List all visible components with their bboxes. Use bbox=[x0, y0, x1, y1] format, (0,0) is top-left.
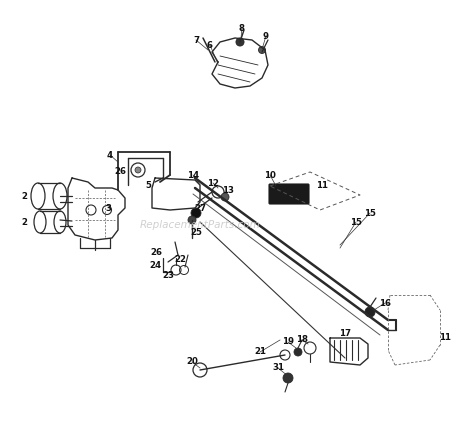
Text: 22: 22 bbox=[174, 255, 186, 264]
Text: 3: 3 bbox=[105, 204, 111, 212]
Circle shape bbox=[135, 167, 141, 173]
Text: 25: 25 bbox=[190, 227, 202, 236]
Text: 4: 4 bbox=[107, 150, 113, 159]
Text: 21: 21 bbox=[254, 348, 266, 357]
Text: 13: 13 bbox=[222, 185, 234, 195]
Circle shape bbox=[191, 208, 201, 218]
Text: 26: 26 bbox=[114, 167, 126, 176]
Circle shape bbox=[221, 193, 229, 201]
Text: 14: 14 bbox=[187, 170, 199, 179]
Circle shape bbox=[283, 373, 293, 383]
Circle shape bbox=[258, 46, 265, 54]
Circle shape bbox=[236, 38, 244, 46]
Text: 11: 11 bbox=[439, 334, 451, 343]
Text: 9: 9 bbox=[263, 31, 269, 40]
Text: 27: 27 bbox=[194, 204, 206, 212]
Text: 24: 24 bbox=[149, 261, 161, 270]
Circle shape bbox=[188, 216, 196, 224]
Text: ReplacementParts.com: ReplacementParts.com bbox=[140, 220, 260, 230]
Text: 23: 23 bbox=[162, 272, 174, 280]
Text: 12: 12 bbox=[207, 178, 219, 187]
Text: 19: 19 bbox=[282, 337, 294, 346]
Text: 6: 6 bbox=[207, 40, 213, 49]
Text: 15: 15 bbox=[350, 218, 362, 227]
Text: 2: 2 bbox=[21, 192, 27, 201]
Text: 7: 7 bbox=[193, 36, 199, 45]
Circle shape bbox=[294, 348, 302, 356]
Text: 31: 31 bbox=[272, 363, 284, 372]
Text: 2: 2 bbox=[21, 218, 27, 227]
Text: 15: 15 bbox=[364, 209, 376, 218]
Text: 18: 18 bbox=[296, 335, 308, 345]
Text: 10: 10 bbox=[264, 170, 276, 179]
Circle shape bbox=[365, 307, 375, 317]
Text: 20: 20 bbox=[186, 357, 198, 366]
Text: 11: 11 bbox=[316, 181, 328, 190]
Text: 26: 26 bbox=[150, 247, 162, 257]
Text: 17: 17 bbox=[339, 329, 351, 338]
Text: 5: 5 bbox=[145, 181, 151, 190]
FancyBboxPatch shape bbox=[269, 184, 309, 204]
Text: 8: 8 bbox=[239, 23, 245, 32]
Text: 16: 16 bbox=[379, 298, 391, 308]
